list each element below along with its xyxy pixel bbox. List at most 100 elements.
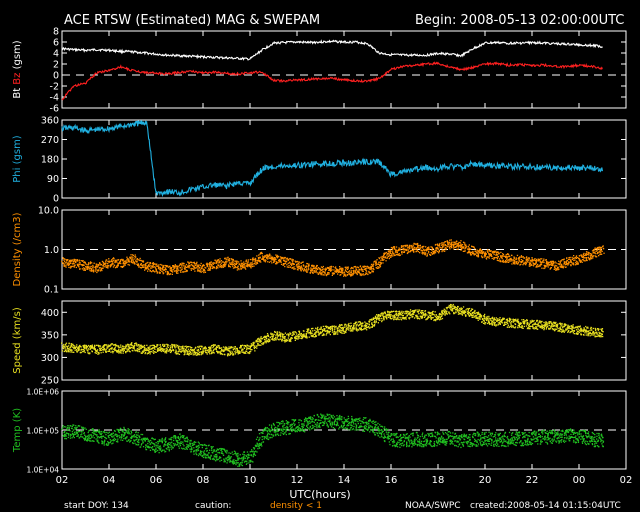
- data-point-speed: [129, 351, 131, 353]
- data-point-speed: [213, 345, 215, 347]
- data-point-speed: [414, 309, 417, 311]
- data-point-speed: [105, 348, 107, 351]
- data-point-speed: [352, 330, 354, 332]
- data-point-speed: [174, 347, 176, 349]
- data-point-speed: [122, 352, 124, 354]
- data-point-speed: [321, 330, 324, 332]
- data-point-density: [481, 252, 484, 254]
- data-point-density: [260, 251, 263, 254]
- data-point-speed: [358, 324, 360, 326]
- data-point-density: [141, 266, 143, 268]
- data-point-speed: [78, 349, 80, 351]
- data-point-speed: [166, 345, 168, 347]
- data-point-density: [373, 260, 376, 262]
- data-point-density: [368, 267, 370, 269]
- data-point-density: [417, 247, 420, 249]
- data-point-density: [585, 258, 588, 260]
- data-point-density: [233, 267, 236, 269]
- data-point-density: [450, 244, 453, 247]
- data-point-speed: [181, 350, 183, 352]
- data-point-density: [355, 269, 357, 271]
- data-point-density: [109, 261, 111, 263]
- data-point-speed: [449, 313, 451, 315]
- data-point-speed: [169, 349, 171, 352]
- data-point-density: [215, 262, 217, 264]
- data-point-density: [560, 260, 562, 262]
- data-point-speed: [315, 334, 317, 336]
- data-point-speed: [87, 352, 89, 354]
- data-point-speed: [352, 326, 355, 328]
- data-point-density: [307, 267, 310, 269]
- data-point-speed: [441, 314, 443, 316]
- data-point-density: [331, 274, 333, 276]
- data-point-speed: [322, 325, 324, 328]
- data-point-density: [268, 261, 271, 263]
- data-point-density: [185, 266, 188, 268]
- data-point-speed: [200, 345, 202, 347]
- data-point-speed: [464, 314, 467, 316]
- y-axis-label-part-0: Bt: [12, 88, 23, 99]
- data-point-density: [196, 264, 198, 266]
- data-point-speed: [383, 311, 385, 313]
- data-point-speed: [360, 326, 363, 328]
- plot-title: ACE RTSW (Estimated) MAG & SWEPAM: [64, 13, 320, 28]
- data-point-density: [286, 257, 289, 260]
- data-point-density: [470, 251, 472, 253]
- data-point-density: [267, 261, 269, 263]
- data-point-density: [204, 271, 207, 273]
- data-point-density: [174, 264, 176, 266]
- data-point-speed: [251, 349, 253, 351]
- data-point-density: [148, 265, 150, 268]
- data-point-speed: [367, 323, 369, 325]
- data-point-density: [428, 247, 430, 249]
- data-point-density: [395, 246, 398, 248]
- data-point-density: [305, 270, 307, 272]
- data-point-speed: [275, 334, 277, 336]
- data-point-density: [69, 261, 72, 263]
- data-point-density: [116, 259, 118, 261]
- data-point-speed: [501, 322, 503, 324]
- data-point-speed: [563, 331, 565, 333]
- data-point-speed: [145, 348, 148, 350]
- data-point-density: [561, 264, 563, 266]
- data-point-speed: [333, 325, 335, 327]
- data-point-speed: [543, 329, 545, 331]
- data-point-speed: [350, 322, 352, 324]
- data-point-speed: [472, 312, 474, 314]
- data-point-speed: [152, 351, 154, 353]
- data-point-speed: [452, 309, 454, 311]
- data-point-density: [462, 246, 464, 248]
- data-point-density: [248, 264, 250, 267]
- data-point-density: [508, 259, 510, 261]
- data-point-speed: [390, 311, 392, 313]
- data-point-density: [194, 263, 196, 265]
- data-point-speed: [131, 349, 133, 352]
- data-point-speed: [567, 326, 569, 328]
- data-point-density: [486, 256, 488, 258]
- data-point-speed: [329, 330, 331, 332]
- data-point-density: [121, 259, 124, 262]
- data-point-density: [467, 251, 469, 253]
- data-point-density: [568, 258, 570, 261]
- data-point-density: [525, 262, 527, 264]
- data-point-density: [364, 268, 366, 271]
- data-point-speed: [156, 344, 158, 346]
- data-point-density: [380, 259, 382, 261]
- data-point-density: [430, 246, 432, 248]
- data-point-density: [62, 257, 64, 260]
- data-point-density: [145, 264, 147, 266]
- data-point-speed: [334, 333, 336, 335]
- data-point-density: [127, 263, 129, 266]
- data-point-density: [223, 264, 225, 266]
- data-point-speed: [402, 317, 404, 320]
- data-point-density: [590, 254, 592, 256]
- y-tick-label-mag-2: -2: [50, 82, 59, 93]
- data-point-speed: [139, 348, 141, 350]
- data-point-density: [93, 262, 95, 264]
- data-point-speed: [234, 346, 236, 348]
- data-point-speed: [484, 313, 486, 316]
- data-point-density: [250, 263, 252, 265]
- data-point-speed: [330, 326, 332, 328]
- data-point-density: [525, 259, 528, 261]
- data-point-speed: [556, 325, 559, 327]
